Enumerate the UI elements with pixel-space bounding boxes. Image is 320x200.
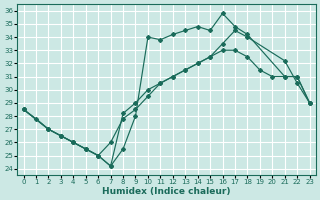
X-axis label: Humidex (Indice chaleur): Humidex (Indice chaleur) (102, 187, 231, 196)
